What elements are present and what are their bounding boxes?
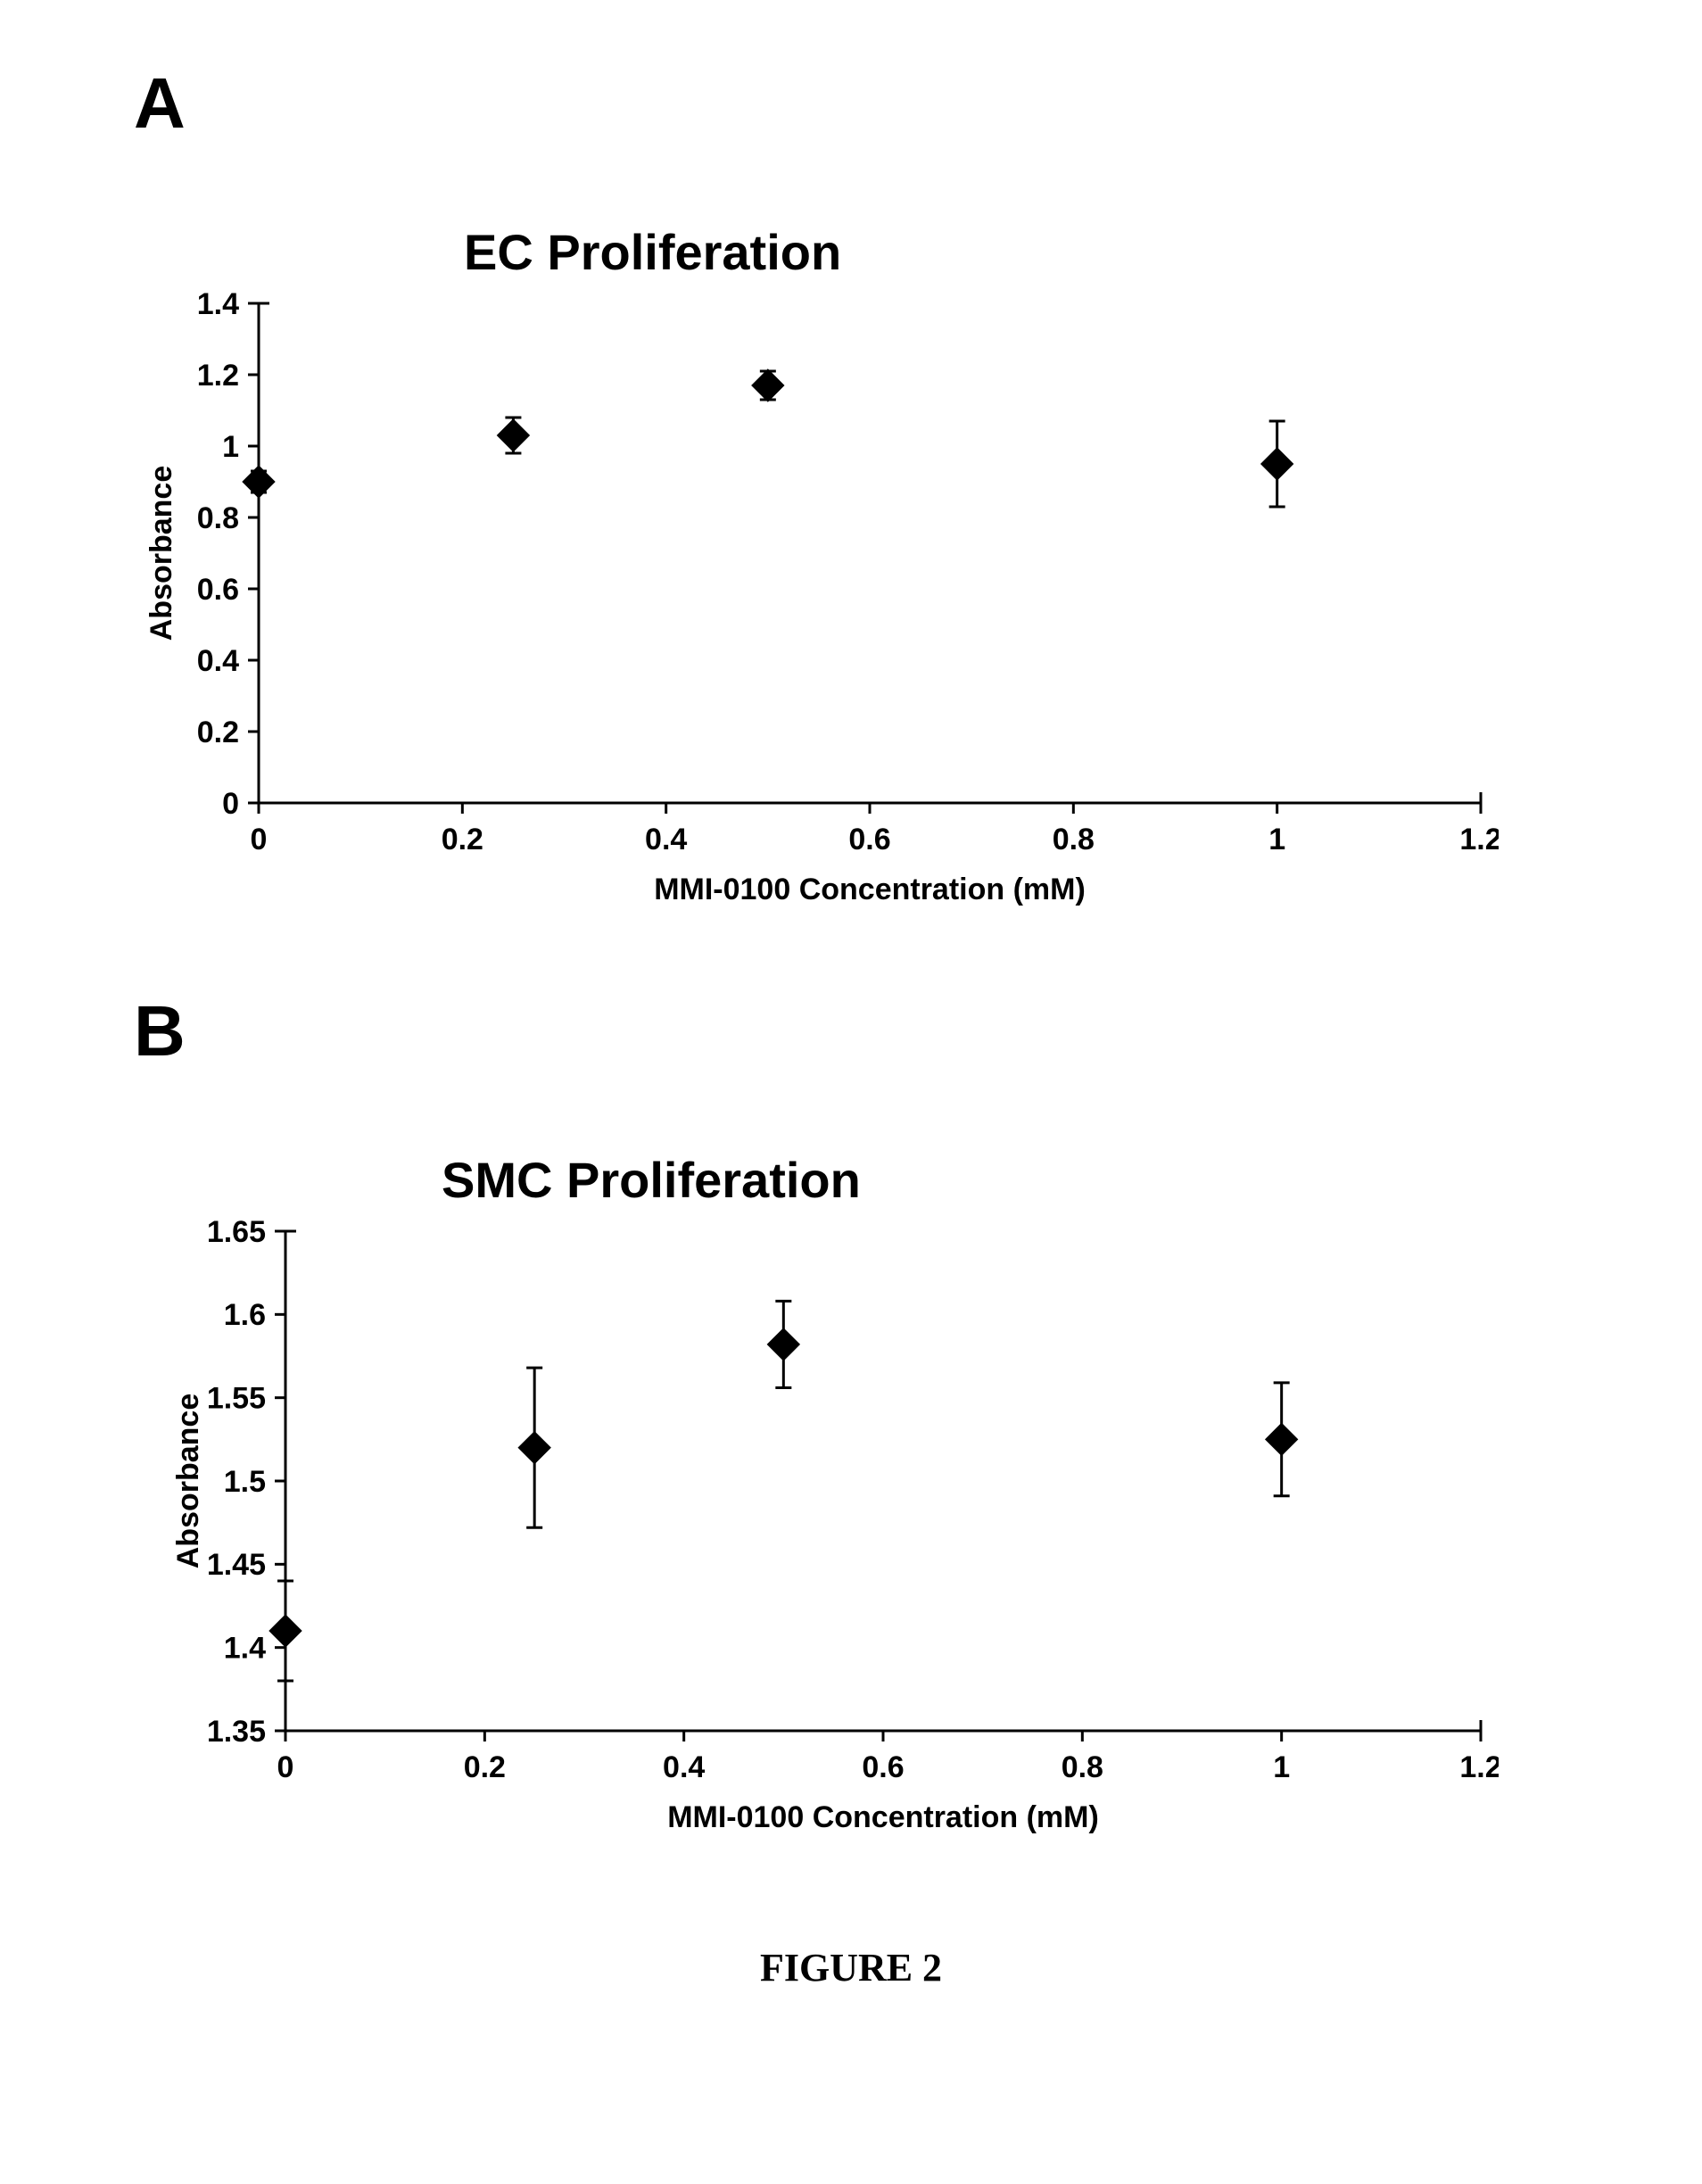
data-point <box>1261 448 1293 480</box>
y-tick-label: 1.6 <box>224 1298 266 1332</box>
y-tick-label: 0.8 <box>197 501 239 535</box>
y-tick-label: 0.6 <box>197 573 239 607</box>
y-tick-label: 1.4 <box>197 287 239 321</box>
x-tick-label: 0 <box>251 823 268 856</box>
x-tick-label: 0.2 <box>464 1750 506 1784</box>
y-tick-label: 1.45 <box>207 1548 266 1582</box>
x-tick-label: 0.6 <box>862 1750 904 1784</box>
panel-a-chart-title: EC Proliferation <box>464 223 841 281</box>
panel-b-chart: 1.35 1.4 1.45 1.5 1.55 1.6 1.65 0 0.2 0.4 0.6 0.8 1 1… <box>152 1213 1499 1856</box>
panel-a-chart: 0 0.2 0.4 0.6 0.8 1 1.2 1.4 0 0.2 0.4 0.6 0.8 1 1.2 MMI… <box>125 285 1499 928</box>
panel-b-label: B <box>134 990 186 1072</box>
y-tick-label: 0.4 <box>197 644 239 678</box>
x-tick-label: 0.8 <box>1053 823 1095 856</box>
x-tick-label: 0.8 <box>1062 1750 1103 1784</box>
x-axis-label: MMI-0100 Concentration (mM) <box>654 873 1086 906</box>
panel-a-label: A <box>134 62 186 145</box>
data-point <box>1266 1423 1298 1455</box>
y-tick-label: 1.5 <box>224 1465 266 1499</box>
data-point <box>269 1615 302 1647</box>
x-tick-label: 1 <box>1268 823 1285 856</box>
y-tick-label: 1 <box>222 430 239 464</box>
x-tick-label: 0.6 <box>848 823 890 856</box>
x-tick-label: 0 <box>277 1750 294 1784</box>
figure-page: A EC Proliferation 00.20.40.60.811.21.40… <box>0 0 1702 2184</box>
panel-b-chart-title: SMC Proliferation <box>442 1151 861 1209</box>
x-tick-label: 1.2 <box>1459 823 1499 856</box>
y-tick-label: 0 <box>222 787 239 821</box>
figure-caption: FIGURE 2 <box>0 1945 1702 1990</box>
y-tick-label: 0.2 <box>197 716 239 749</box>
y-tick-label: 1.35 <box>207 1715 266 1749</box>
x-axis-label: MMI-0100 Concentration (mM) <box>667 1800 1099 1834</box>
y-axis-label: Absorbance <box>171 1394 205 1569</box>
y-tick-label: 1.2 <box>197 359 239 393</box>
x-tick-label: 0.2 <box>442 823 483 856</box>
data-point <box>752 369 784 401</box>
x-tick-label: 1 <box>1273 1750 1290 1784</box>
y-tick-label: 1.65 <box>207 1215 266 1249</box>
data-point <box>497 419 529 451</box>
data-point <box>518 1432 550 1464</box>
y-tick-label: 1.55 <box>207 1382 266 1416</box>
data-point <box>767 1328 799 1361</box>
y-axis-label: Absorbance <box>145 466 178 641</box>
y-tick-label: 1.4 <box>224 1632 266 1666</box>
data-point <box>243 466 275 498</box>
x-tick-label: 1.2 <box>1459 1750 1499 1784</box>
x-tick-label: 0.4 <box>663 1750 705 1784</box>
x-tick-label: 0.4 <box>645 823 687 856</box>
